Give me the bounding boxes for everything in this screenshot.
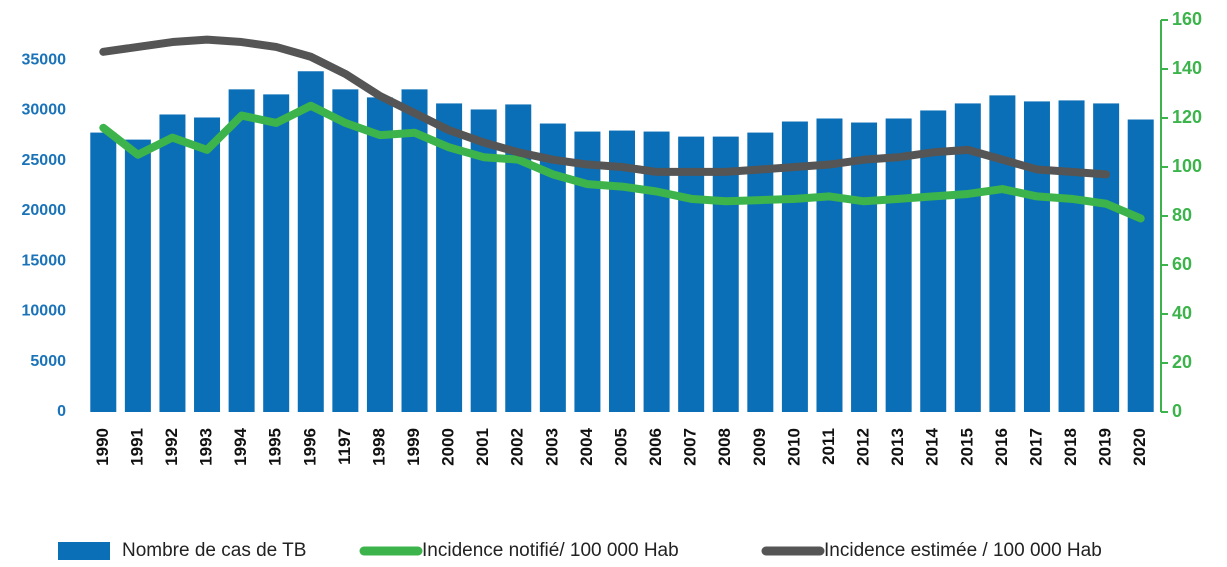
bar bbox=[851, 122, 878, 413]
x-tick-label: 2019 bbox=[1096, 428, 1115, 466]
x-tick-label: 2008 bbox=[715, 428, 734, 466]
x-tick-label: 2005 bbox=[611, 428, 630, 466]
x-tick-label: 1991 bbox=[127, 428, 146, 466]
x-tick-label: 1994 bbox=[231, 427, 250, 465]
x-tick-label: 1999 bbox=[404, 428, 423, 466]
x-tick-label: 2009 bbox=[750, 428, 769, 466]
bar bbox=[609, 130, 635, 413]
x-tick-label: 1992 bbox=[162, 428, 181, 466]
bar bbox=[747, 132, 774, 413]
bar bbox=[90, 132, 117, 413]
bar bbox=[920, 110, 947, 412]
legend-label: Incidence estimée / 100 000 Hab bbox=[824, 540, 1102, 561]
y-tick-label: 10000 bbox=[22, 303, 67, 320]
y2-tick-label: 80 bbox=[1172, 205, 1192, 225]
bar bbox=[366, 97, 393, 413]
line bbox=[99, 35, 1111, 179]
bar bbox=[1093, 103, 1120, 412]
x-tick-label: 1996 bbox=[300, 428, 319, 466]
y-tick-label: 30000 bbox=[22, 102, 67, 119]
bar bbox=[885, 118, 912, 412]
bar bbox=[1058, 100, 1085, 413]
bar bbox=[712, 136, 739, 412]
x-tick-label: 2020 bbox=[1130, 428, 1149, 466]
bar bbox=[678, 136, 705, 412]
x-tick-label: 1995 bbox=[266, 428, 285, 466]
x-tick-label: 2012 bbox=[854, 428, 873, 466]
bar bbox=[297, 71, 324, 412]
bar bbox=[194, 117, 221, 412]
y-tick-label: 20000 bbox=[22, 202, 67, 219]
bar bbox=[574, 131, 601, 413]
y2-tick-label: 140 bbox=[1172, 58, 1202, 78]
line bbox=[99, 101, 1145, 223]
y-tick-label: 25000 bbox=[22, 152, 67, 169]
bar bbox=[1023, 101, 1050, 413]
x-tick-label: 2006 bbox=[646, 428, 665, 466]
bar bbox=[1127, 119, 1154, 412]
y-tick-label: 35000 bbox=[22, 51, 67, 68]
x-tick-label: 1990 bbox=[93, 428, 112, 466]
bar bbox=[228, 89, 255, 412]
y2-tick-label: 100 bbox=[1172, 156, 1202, 176]
x-tick-label: 2004 bbox=[577, 427, 596, 465]
legend-label: Nombre de cas de TB bbox=[122, 540, 306, 561]
x-tick-label: 1197 bbox=[335, 428, 354, 465]
y2-tick-label: 160 bbox=[1172, 9, 1202, 29]
x-tick-label: 1993 bbox=[197, 428, 216, 466]
y-tick-label: 15000 bbox=[22, 252, 67, 269]
y-tick-label: 0 bbox=[57, 403, 66, 420]
x-tick-label: 2007 bbox=[681, 428, 700, 466]
y2-tick-label: 40 bbox=[1172, 303, 1192, 323]
legend-swatch bbox=[58, 542, 110, 560]
x-tick-label: 2015 bbox=[957, 428, 976, 466]
bar bbox=[643, 131, 670, 413]
x-tick-label: 2014 bbox=[923, 427, 942, 465]
legend: Nombre de cas de TB Incidence notifié/ 10… bbox=[58, 540, 1102, 561]
x-tick-label: 2003 bbox=[542, 428, 561, 466]
bar bbox=[332, 89, 359, 412]
x-tick-label: 2001 bbox=[473, 428, 492, 466]
x-tick-label: 1998 bbox=[369, 428, 388, 466]
y2-tick-label: 20 bbox=[1172, 352, 1192, 372]
x-tick-label: 2002 bbox=[508, 428, 527, 466]
bar bbox=[989, 95, 1016, 412]
bar bbox=[159, 114, 186, 412]
legend-label: Incidence notifié/ 100 000 Hab bbox=[422, 540, 679, 561]
bar bbox=[401, 89, 428, 412]
bar bbox=[436, 103, 463, 412]
bar bbox=[263, 94, 290, 412]
x-tick-label: 2010 bbox=[784, 428, 803, 466]
x-tick-label: 2018 bbox=[1061, 428, 1080, 466]
x-tick-label: 2016 bbox=[992, 428, 1011, 466]
y2-tick-label: 120 bbox=[1172, 107, 1202, 127]
x-tick-label: 2017 bbox=[1026, 428, 1045, 466]
x-tick-label: 2000 bbox=[439, 428, 458, 466]
x-tick-label: 2011 bbox=[819, 428, 838, 465]
y-tick-label: 5000 bbox=[30, 353, 66, 370]
y2-tick-label: 60 bbox=[1172, 254, 1192, 274]
bar bbox=[124, 139, 151, 412]
y2-tick-label: 0 bbox=[1172, 401, 1182, 421]
x-tick-label: 2013 bbox=[888, 428, 907, 466]
